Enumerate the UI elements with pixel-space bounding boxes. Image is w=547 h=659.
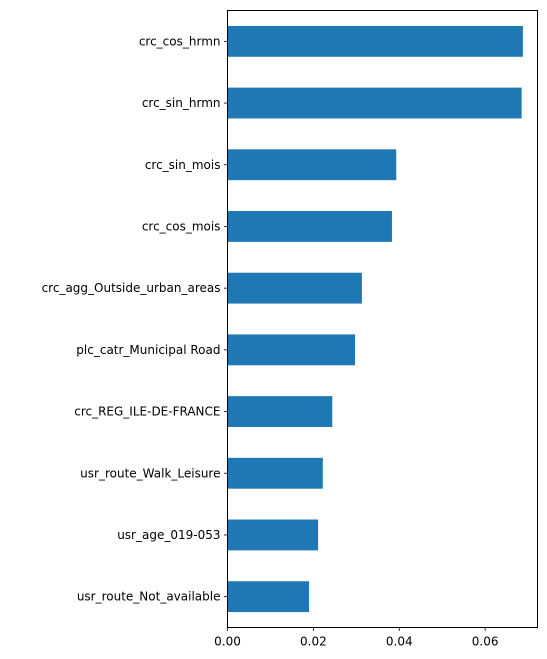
bar-crc-agg-outside-urban-areas — [227, 272, 362, 304]
y-tick-label: usr_age_019-053 — [117, 528, 220, 542]
y-tick-label: crc_cos_mois — [142, 219, 221, 233]
y-axis-ticks: crc_cos_hrmn crc_sin_hrmn crc_sin_mois crc_… — [42, 34, 228, 604]
bar-crc-sin-mois — [227, 149, 397, 181]
bar-usr-age-019-053 — [227, 519, 319, 551]
x-tick-label: 0.04 — [386, 635, 413, 649]
bar-crc-reg-ile-de-france — [227, 396, 333, 427]
x-tick-label: 0.02 — [300, 635, 327, 649]
y-tick-label: crc_agg_Outside_urban_areas — [42, 281, 221, 295]
bar-usr-route-walk-leisure — [227, 457, 323, 489]
bar-usr-route-not-available — [227, 581, 310, 613]
x-tick-label: 0.06 — [472, 635, 499, 649]
y-tick-label: plc_catr_Municipal Road — [76, 343, 220, 357]
y-tick-label: crc_REG_ILE-DE-FRANCE — [74, 405, 220, 419]
bars-group — [227, 25, 523, 613]
y-tick-label: crc_cos_hrmn — [139, 34, 221, 48]
bar-crc-cos-mois — [227, 211, 392, 242]
y-tick-label: usr_route_Not_available — [77, 590, 221, 604]
bar-crc-cos-hrmn — [227, 25, 523, 57]
x-tick-label: 0.00 — [214, 635, 241, 649]
bar-plc-catr-municipal-road — [227, 334, 356, 366]
y-tick-label: crc_sin_mois — [145, 158, 221, 172]
y-tick-label: crc_sin_hrmn — [142, 96, 221, 110]
y-tick-label: usr_route_Walk_Leisure — [80, 466, 220, 480]
x-axis-ticks: 0.00 0.02 0.04 0.06 — [214, 627, 499, 649]
axes-frame — [227, 10, 538, 628]
bar-crc-sin-hrmn — [227, 87, 522, 119]
